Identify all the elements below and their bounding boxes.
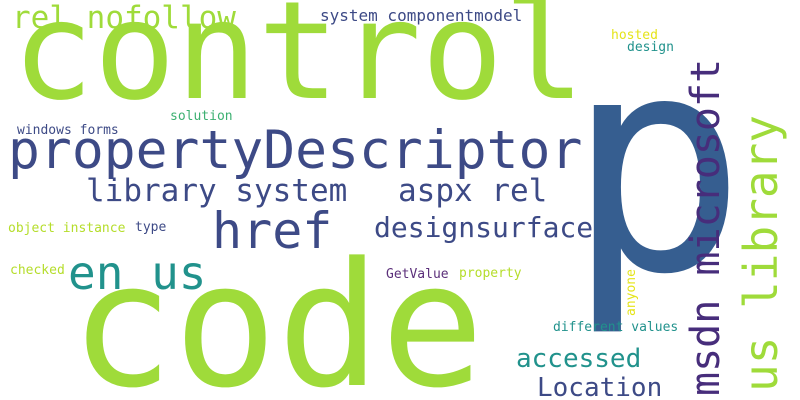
word-p: p: [566, 0, 747, 340]
word-us-library: us library: [734, 115, 788, 392]
word-property: property: [459, 266, 522, 281]
word-accessed: accessed: [516, 344, 642, 374]
word-checked: checked: [10, 263, 65, 278]
word-different-values: different values: [553, 320, 679, 335]
word-rel-nofollow: rel nofollow: [12, 0, 236, 36]
word-href: href: [212, 202, 333, 260]
word-propertydescriptor: propertyDescriptor: [8, 120, 583, 181]
word-windows-forms: windows forms: [17, 123, 119, 138]
word-getvalue: GetValue: [386, 267, 449, 282]
word-location: Location: [537, 373, 663, 400]
word-msdn-microsoft: msdn microsoft: [683, 58, 729, 396]
word-system-componentmodel: system componentmodel: [320, 6, 523, 25]
word-designsurface: designsurface: [374, 211, 594, 244]
word-code: code: [70, 225, 485, 400]
word-aspx-rel: aspx rel: [398, 173, 548, 209]
word-design: design: [627, 40, 674, 55]
word-en-us: en us: [68, 246, 207, 300]
word-library-system: library system: [86, 173, 348, 209]
word-control: control: [12, 0, 586, 131]
word-anyone: anyone: [624, 269, 639, 316]
word-hosted: hosted: [611, 28, 658, 43]
word-type: type: [135, 220, 167, 235]
word-solution: solution: [170, 109, 233, 124]
word-object-instance: object instance: [8, 221, 126, 236]
